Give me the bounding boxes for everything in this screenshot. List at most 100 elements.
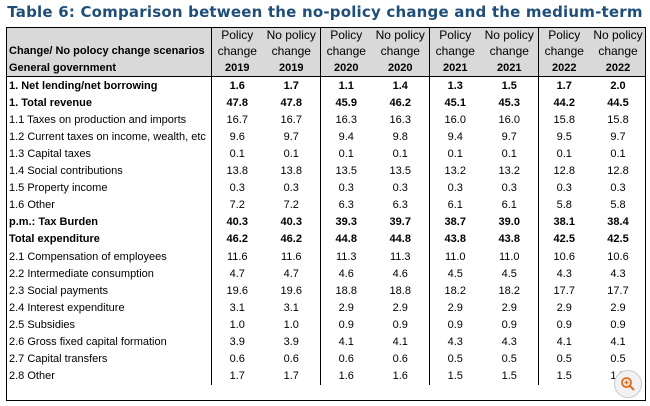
year-cell: 2020 [372, 59, 430, 78]
value-cell: 43.8 [444, 233, 466, 246]
value-cell: 15.8 [553, 113, 575, 126]
value-cell: 7.2 [263, 196, 321, 214]
value-cell: 4.5 [481, 265, 539, 283]
value-cell: 9.6 [210, 128, 263, 146]
value-cell: 0.6 [372, 350, 430, 368]
value-cell: 6.3 [372, 196, 430, 214]
table-row: 2.1 Compensation of employees 11.6 11.6 11.… [6, 248, 646, 266]
value-cell: 38.7 [444, 216, 466, 229]
value-cell: 4.1 [338, 336, 354, 349]
column-header: No policy change [263, 27, 321, 59]
value-cell: 42.5 [553, 233, 575, 246]
value-cell: 0.9 [447, 318, 463, 331]
value-cell: 0.3 [338, 182, 354, 195]
value-cell: 9.5 [556, 130, 572, 143]
value-cell: 4.7 [210, 265, 263, 283]
value-cell: 4.3 [610, 267, 626, 280]
value-cell: 0.1 [210, 145, 263, 163]
value-cell: 40.3 [263, 213, 321, 231]
value-cell: 46.2 [210, 230, 263, 249]
value-cell: 47.8 [210, 94, 263, 112]
value-cell: 1.6 [338, 370, 354, 383]
value-cell: 9.7 [610, 130, 626, 143]
table-row: 2.4 Interest expenditure 3.1 3.1 2.9 2.9 2.9 2… [6, 299, 646, 317]
value-cell: 13.2 [481, 162, 539, 180]
value-cell: 1.7 [263, 76, 321, 95]
row-label: 1.6 Other [9, 199, 55, 212]
value-cell: 11.6 [263, 248, 321, 266]
year-cell: 2022 [590, 59, 646, 78]
value-cell: 0.3 [210, 179, 263, 197]
value-cell: 0.3 [481, 179, 539, 197]
value-cell: 4.3 [556, 267, 572, 280]
row-label: 1. Net lending/net borrowing [9, 79, 158, 92]
value-cell: 0.9 [556, 318, 572, 331]
value-cell: 0.9 [610, 318, 626, 331]
year-cell: 2022 [538, 59, 590, 78]
value-cell: 38.1 [553, 216, 575, 229]
value-cell: 11.3 [335, 250, 357, 263]
value-cell: 2.9 [372, 299, 430, 317]
value-cell: 0.3 [263, 179, 321, 197]
value-cell: 1.3 [447, 79, 463, 92]
table-row: 1.1 Taxes on production and imports 16.7 1… [6, 111, 646, 129]
section-label: General government [6, 59, 211, 78]
value-cell: 1.0 [210, 316, 263, 334]
value-cell: 2.9 [481, 299, 539, 317]
table-row: 1. Total revenue 47.8 47.8 45.9 46.2 45.1 45.3… [6, 94, 646, 112]
column-header: Policy change [538, 27, 590, 59]
value-cell: 4.5 [447, 267, 463, 280]
year-cell: 2020 [320, 59, 372, 78]
table-row: 2.3 Social payments 19.6 19.6 18.8 18.8 18.2 1… [6, 282, 646, 300]
value-cell: 0.3 [556, 182, 572, 195]
value-cell: 0.1 [447, 148, 463, 161]
value-cell: 3.1 [210, 299, 263, 317]
value-cell: 44.8 [335, 233, 357, 246]
value-cell: 45.1 [444, 96, 466, 109]
value-cell: 4.6 [372, 265, 430, 283]
value-cell: 0.1 [263, 145, 321, 163]
value-cell: 44.5 [607, 96, 629, 109]
column-header: No policy change [590, 27, 646, 59]
value-cell: 3.9 [263, 333, 321, 351]
value-cell: 5.8 [610, 199, 626, 212]
table-row: p.m.: Tax Burden 40.3 40.3 39.3 39.7 38.7 39.0… [6, 213, 646, 231]
value-cell: 39.3 [335, 216, 357, 229]
value-cell: 11.3 [372, 248, 430, 266]
value-cell: 0.9 [338, 318, 354, 331]
value-cell: 0.1 [338, 148, 354, 161]
value-cell: 19.6 [263, 282, 321, 300]
value-cell: 2.0 [610, 79, 626, 92]
value-cell: 13.5 [335, 165, 357, 178]
row-label: 1.5 Property income [9, 182, 108, 195]
value-cell: 0.5 [481, 350, 539, 368]
value-cell: 11.0 [444, 250, 466, 263]
value-cell: 1.5 [556, 370, 572, 383]
year-cell: 2021 [429, 59, 481, 78]
value-cell: 18.2 [444, 284, 466, 297]
row-label: 1. Total revenue [9, 96, 92, 109]
row-label: 2.4 Interest expenditure [9, 301, 125, 314]
value-cell: 9.4 [338, 130, 354, 143]
value-cell: 17.7 [607, 284, 629, 297]
row-label: 1.3 Capital taxes [9, 148, 91, 161]
value-cell: 0.1 [372, 145, 430, 163]
value-cell: 12.8 [607, 165, 629, 178]
table-row: 1.6 Other 7.2 7.2 6.3 6.3 6.1 6.1 5.8 5.8 [6, 196, 646, 214]
row-label: 2.6 Gross fixed capital formation [9, 336, 167, 349]
value-cell: 6.1 [481, 196, 539, 214]
value-cell: 13.5 [372, 162, 430, 180]
year-cell: 2019 [210, 59, 263, 78]
zoom-button[interactable] [614, 370, 642, 398]
value-cell: 18.2 [481, 282, 539, 300]
value-cell: 11.0 [481, 248, 539, 266]
value-cell: 1.5 [481, 367, 539, 385]
row-label: 2.1 Compensation of employees [9, 250, 167, 263]
value-cell: 19.6 [210, 282, 263, 300]
value-cell: 16.7 [263, 111, 321, 129]
value-cell: 46.2 [372, 94, 430, 112]
value-cell: 39.7 [372, 213, 430, 231]
value-cell: 42.5 [607, 233, 629, 246]
value-cell: 1.6 [210, 76, 263, 95]
row-label: 2.8 Other [9, 370, 55, 383]
